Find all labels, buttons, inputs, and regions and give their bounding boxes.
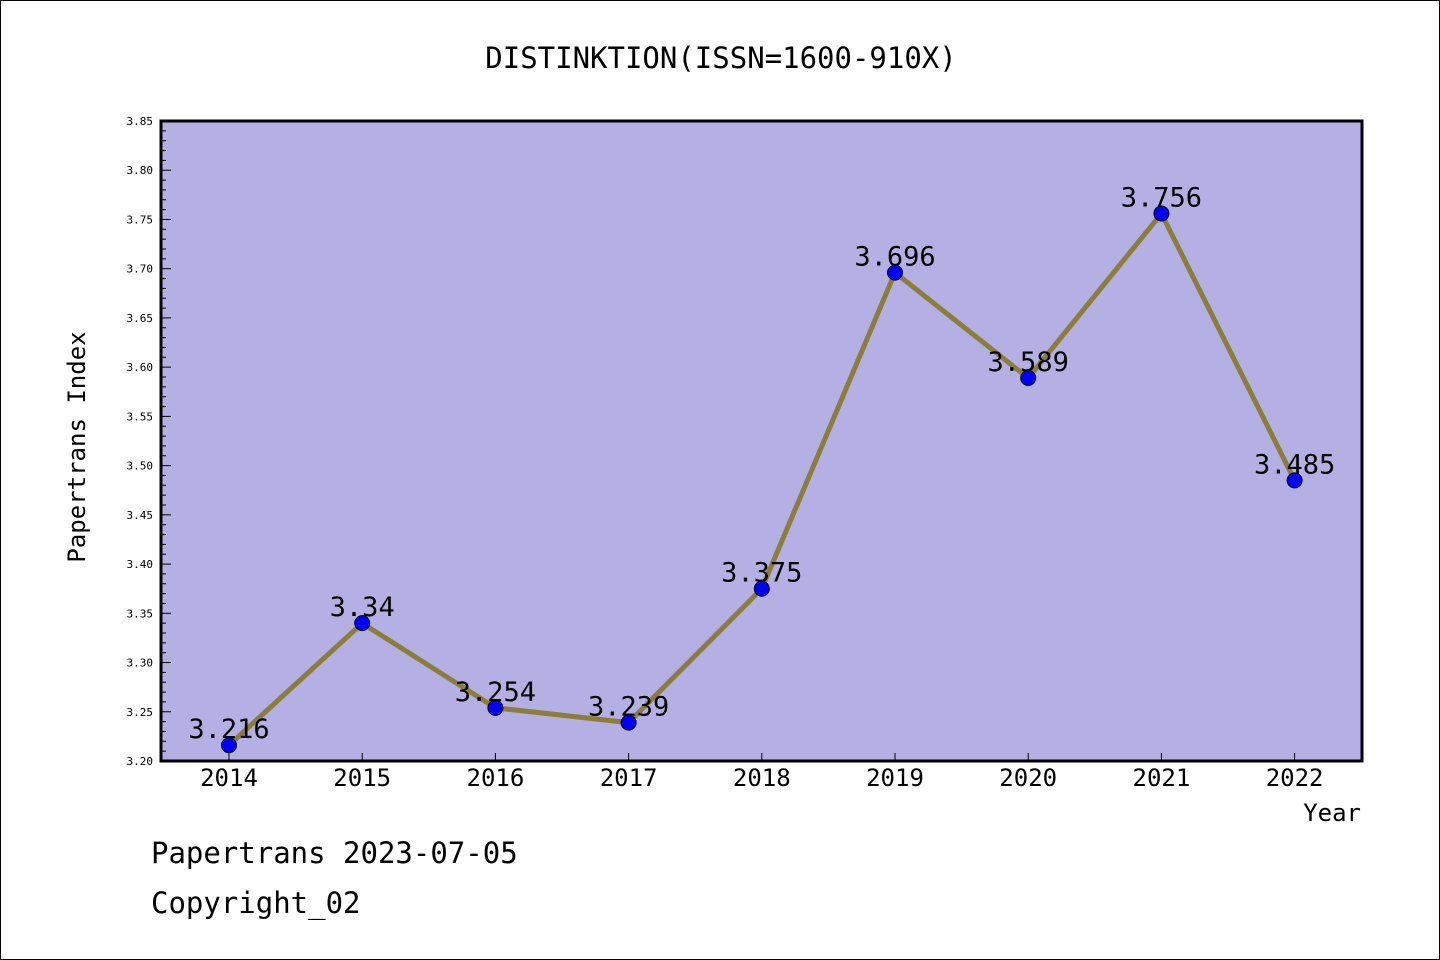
footer-copyright: Copyright_02: [151, 886, 361, 920]
x-axis-label: Year: [1303, 799, 1361, 827]
data-point: [887, 264, 903, 281]
plot-area: [159, 119, 1364, 763]
data-label: 3.696: [854, 242, 935, 273]
y-tick-label: 3.80: [127, 164, 154, 177]
data-point: [753, 580, 770, 597]
data-label: 3.216: [188, 714, 269, 745]
data-label: 3.239: [588, 692, 669, 723]
y-tick-label: 3.25: [127, 706, 154, 719]
x-tick-label: 2016: [467, 764, 525, 792]
y-tick-label: 3.40: [127, 558, 154, 571]
y-tick-label: 3.50: [127, 460, 154, 473]
y-tick-label: 3.35: [127, 607, 154, 620]
data-label: 3.589: [988, 347, 1069, 378]
data-point: [620, 714, 637, 731]
data-point: [221, 737, 237, 754]
data-point: [354, 615, 371, 632]
y-axis-label: Papertrans Index: [63, 331, 91, 562]
y-tick-label: 3.75: [127, 213, 154, 226]
data-point: [1020, 369, 1037, 386]
x-tick-label: 2020: [999, 764, 1057, 792]
x-tick-label: 2019: [866, 764, 924, 792]
y-tick-label: 3.85: [127, 115, 154, 128]
y-tick-label: 3.60: [127, 361, 154, 374]
y-tick-label: 3.55: [127, 410, 154, 423]
x-tick-label: 2015: [333, 764, 391, 792]
x-tick-label: 2017: [600, 764, 658, 792]
y-tick-label: 3.20: [127, 755, 154, 768]
data-point: [487, 699, 504, 716]
y-axis: 3.20 3.25 3.30 3.35 3.40 3.45 3.50 3.55 3.60 3.65…: [127, 115, 171, 768]
x-axis: 2014 2015 2016 2017 2018 2019 2020 2021 2022: [200, 753, 1323, 792]
series-group: 3.216 3.34 3.254 3.239 3.375 3.696 3.589 3.756 3…: [188, 183, 1335, 754]
y-tick-label: 3.45: [127, 509, 154, 522]
x-tick-label: 2022: [1266, 764, 1324, 792]
y-tick-label: 3.30: [127, 657, 154, 670]
chart-title: DISTINKTION(ISSN=1600-910X): [485, 41, 956, 75]
data-label: 3.254: [455, 677, 536, 708]
y-tick-label: 3.65: [127, 312, 154, 325]
x-tick-label: 2018: [733, 764, 791, 792]
x-tick-label: 2014: [200, 764, 258, 792]
data-point: [1153, 205, 1170, 222]
x-tick-label: 2021: [1133, 764, 1191, 792]
data-label: 3.34: [330, 592, 395, 623]
data-label: 3.375: [721, 558, 802, 589]
data-label: 3.756: [1121, 183, 1202, 214]
data-label: 3.485: [1254, 449, 1335, 480]
data-point: [1286, 472, 1303, 489]
y-tick-label: 3.70: [127, 263, 154, 276]
footer-date: Papertrans 2023-07-05: [151, 836, 518, 870]
